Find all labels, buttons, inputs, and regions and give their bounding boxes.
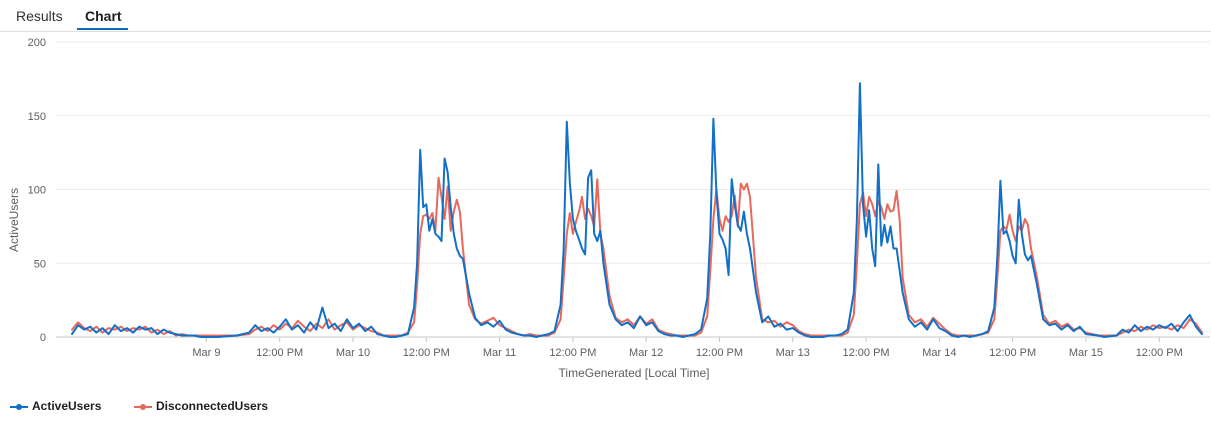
y-axis-ticks: 0 50 100 150 200 xyxy=(28,37,46,344)
y-tick-label: 150 xyxy=(28,111,46,123)
x-tick-label: 12:00 PM xyxy=(256,347,303,359)
y-tick-label: 100 xyxy=(28,185,46,197)
x-tick-label: 12:00 PM xyxy=(696,347,743,359)
x-tick-label: Mar 11 xyxy=(483,347,516,359)
x-tick-label: 12:00 PM xyxy=(843,347,890,359)
view-tabs: Results Chart xyxy=(0,0,1211,32)
line-chart: 0 50 100 150 200 Mar 9 12:00 PM Mar 10 12:00 PM… xyxy=(7,37,1210,380)
tab-divider xyxy=(0,31,1211,32)
x-axis-label: TimeGenerated [Local Time] xyxy=(559,366,710,380)
y-tick-label: 50 xyxy=(34,258,46,270)
x-tick-label: Mar 15 xyxy=(1069,347,1103,359)
legend-marker-disconnected-users xyxy=(140,404,146,410)
series-lines xyxy=(71,82,1203,338)
x-tick-label: Mar 13 xyxy=(776,347,810,359)
tab-results[interactable]: Results xyxy=(16,8,63,24)
legend-label-active-users: ActiveUsers xyxy=(32,399,102,413)
y-tick-label: 200 xyxy=(28,37,46,49)
y-axis-label: ActiveUsers xyxy=(7,188,21,252)
x-tick-label: 12:00 PM xyxy=(549,347,596,359)
x-axis-ticks: Mar 9 12:00 PM Mar 10 12:00 PM Mar 11 12:00 P… xyxy=(192,337,1183,359)
x-tick-label: Mar 12 xyxy=(629,347,663,359)
x-tick-label: 12:00 PM xyxy=(1136,347,1183,359)
series-line-active-users xyxy=(71,82,1203,338)
active-tab-indicator xyxy=(77,28,128,30)
x-tick-label: 12:00 PM xyxy=(989,347,1036,359)
x-tick-label: Mar 14 xyxy=(922,347,956,359)
x-tick-label: Mar 10 xyxy=(336,347,370,359)
tab-chart[interactable]: Chart xyxy=(85,8,122,24)
legend-marker-active-users xyxy=(16,404,22,410)
x-tick-label: Mar 9 xyxy=(192,347,220,359)
y-tick-label: 0 xyxy=(40,332,46,344)
grid-lines xyxy=(56,41,1210,338)
x-tick-label: 12:00 PM xyxy=(403,347,450,359)
legend-label-disconnected-users: DisconnectedUsers xyxy=(156,399,269,413)
series-line-disconnected-users xyxy=(71,176,1203,337)
chart-legend: ActiveUsers DisconnectedUsers xyxy=(0,398,400,416)
